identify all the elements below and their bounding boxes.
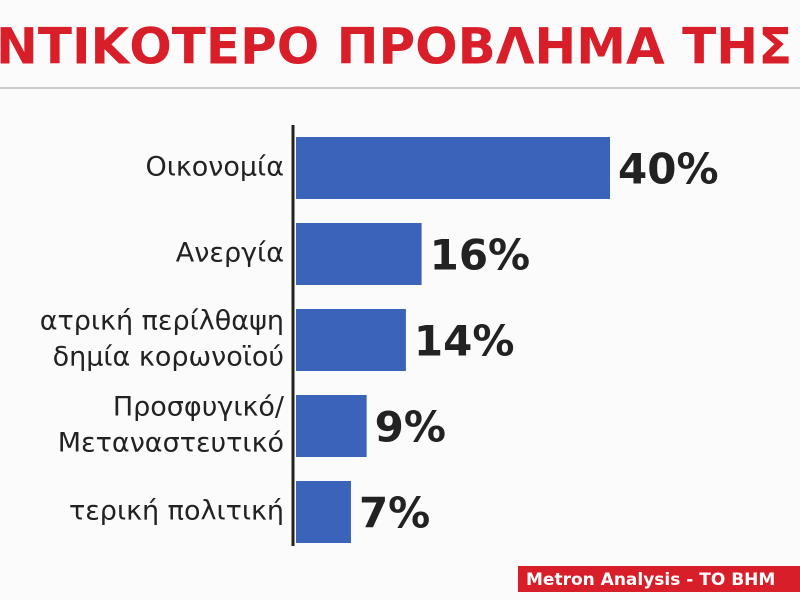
value-label: 9% [375, 403, 446, 452]
bar [296, 223, 422, 285]
category-label: Προσφυγικό/ [113, 392, 285, 423]
bar [296, 395, 367, 457]
value-label: 40% [618, 145, 719, 194]
source: Metron Analysis - TO BHM [526, 570, 775, 590]
category-label: Μεταναστευτικό [58, 428, 284, 459]
value-label: 7% [359, 489, 430, 538]
category-label: ατρική περίλθαψη [40, 306, 284, 337]
bar [296, 137, 610, 199]
category-label: δημία κορωνοϊού [53, 342, 284, 373]
chart-title: ΝΤΙΚΟΤΕΡΟ ΠΡΟΒΛΗΜΑ ΤΗΣ [0, 18, 792, 76]
value-label: 16% [430, 231, 531, 280]
bar [296, 309, 406, 371]
category-label: Οικονομία [145, 152, 284, 183]
category-label: τερική πολιτική [69, 496, 284, 527]
category-label: Ανεργία [176, 238, 284, 269]
bar [296, 481, 351, 543]
value-label: 14% [414, 317, 515, 366]
source-box [518, 566, 800, 592]
